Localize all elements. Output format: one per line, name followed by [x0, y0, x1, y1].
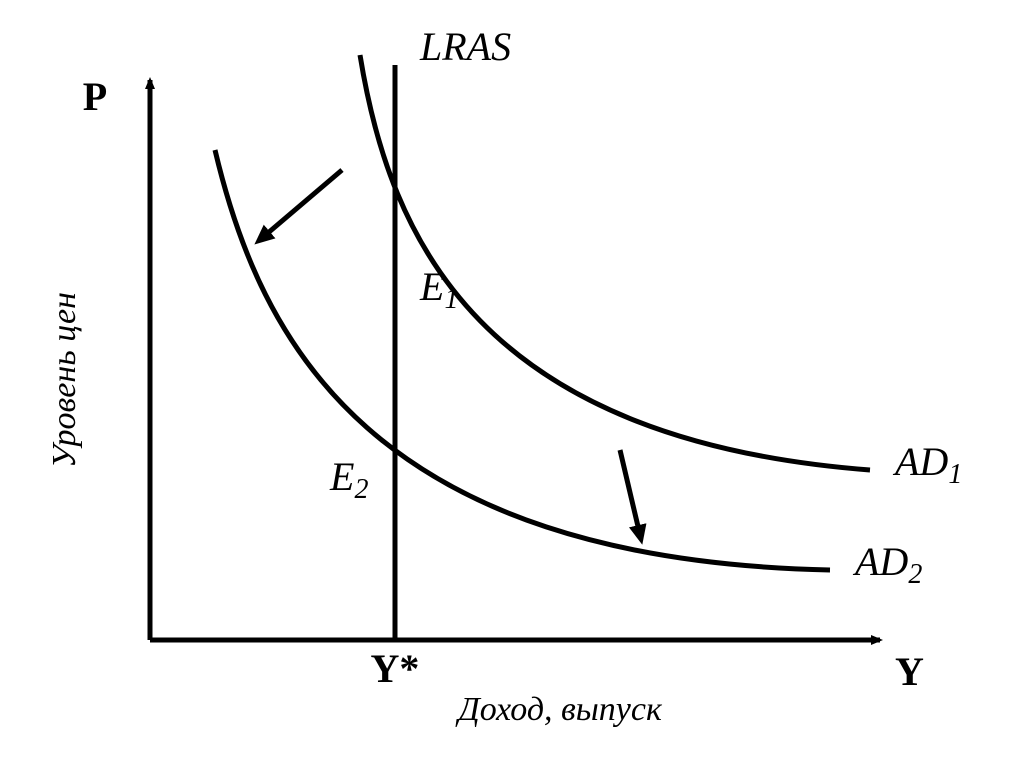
- e2-label: E2: [329, 454, 368, 505]
- shift-arrow-lower: [620, 450, 640, 535]
- ad1-label: AD1: [892, 439, 962, 490]
- ad1-label-sub: 1: [948, 459, 962, 490]
- ad2-label-main: AD: [852, 539, 908, 584]
- ad2-label-sub: 2: [908, 559, 922, 590]
- e1-label-main: E: [419, 264, 444, 309]
- lras-label: LRAS: [419, 24, 511, 69]
- x-star-label: Y*: [371, 646, 420, 691]
- y-axis-label: P: [83, 74, 107, 119]
- y-axis-title: Уровень цен: [46, 292, 83, 468]
- e2-label-sub: 2: [354, 474, 368, 505]
- shift-arrow-upper: [262, 170, 342, 238]
- ad2-label: AD2: [852, 539, 922, 590]
- x-axis-label: Y: [895, 649, 924, 694]
- ad1-curve: [360, 55, 870, 470]
- ad1-label-main: AD: [892, 439, 948, 484]
- e1-label-sub: 1: [444, 284, 458, 315]
- e1-label: E1: [419, 264, 458, 315]
- economics-chart: P Y LRAS AD1 AD2 E1 E2 Y* Уровень цен До…: [0, 0, 1024, 768]
- e2-label-main: E: [329, 454, 354, 499]
- x-axis-title: Доход, выпуск: [455, 691, 663, 728]
